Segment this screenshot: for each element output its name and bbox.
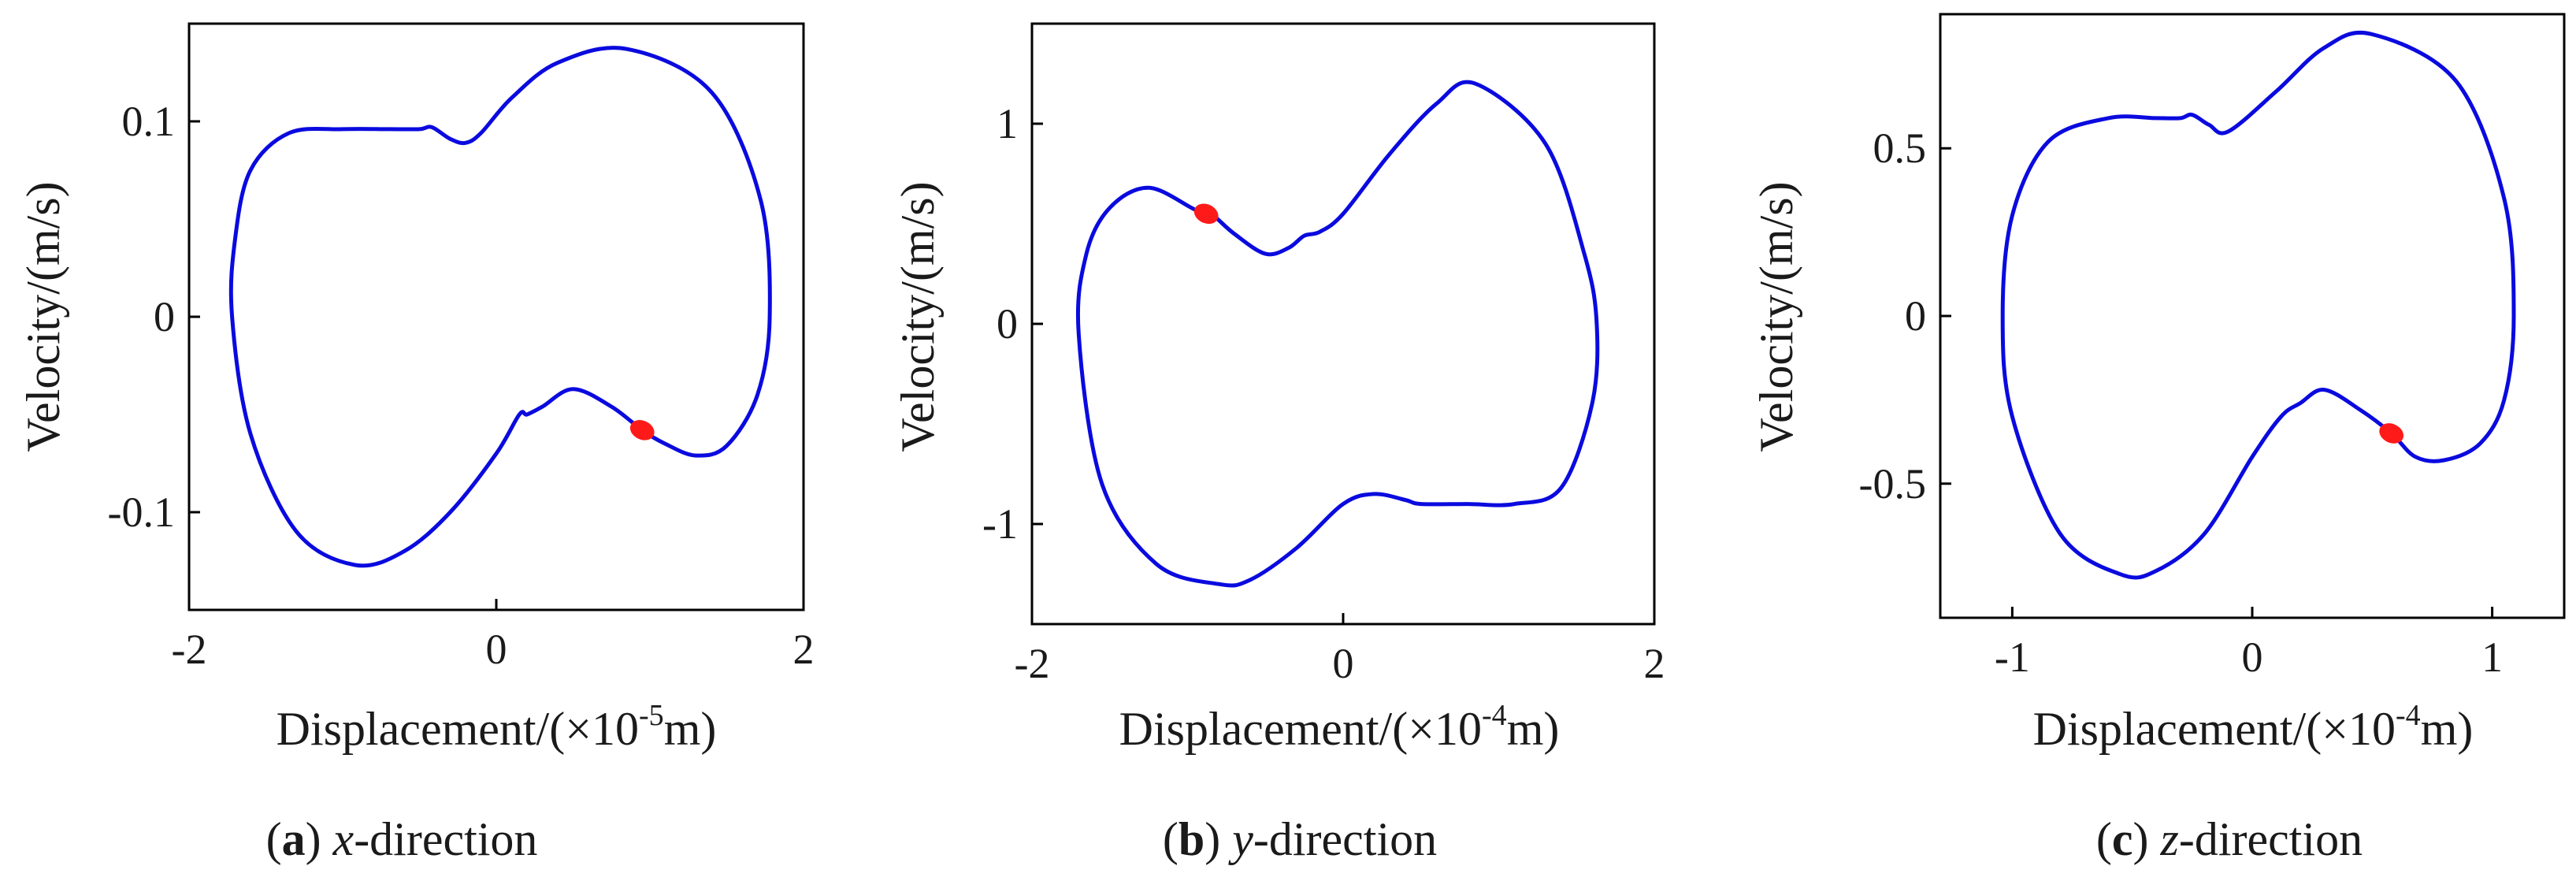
y-axis-label: Velocity/(m/s) <box>892 181 944 452</box>
trajectory-curve <box>1075 80 1600 588</box>
x-tick-label: -1 <box>1995 634 2030 681</box>
panel-x-direction: -2 0 2 -0.1 0 0.1 Displacement/(×10-5m) Velo… <box>17 22 815 865</box>
x-tick-label: 2 <box>1644 640 1665 687</box>
y-tick-label: 0 <box>1905 292 1926 340</box>
x-axis-label: Displacement/(×10-5m) <box>277 699 717 755</box>
y-tick-label: 1 <box>997 100 1018 147</box>
x-tick-label: 1 <box>2481 634 2503 681</box>
trajectory-curve <box>2000 30 2516 580</box>
y-tick-label: 0 <box>997 300 1018 348</box>
panel-caption: (a) x-direction <box>266 813 538 865</box>
plot-frame <box>1030 22 1656 626</box>
x-tick-label: 2 <box>793 626 815 673</box>
y-axis-label: Velocity/(m/s) <box>17 181 69 452</box>
y-tick-label: 0 <box>154 293 175 340</box>
panel-z-direction: -1 0 1 -0.5 0 0.5 Displacement/(×10-4m) Velo… <box>1750 13 2566 865</box>
x-tick-label: 0 <box>2242 634 2263 681</box>
x-tick-label: -2 <box>172 626 207 673</box>
x-tick-label: 0 <box>486 626 507 673</box>
y-tick-label: 0.5 <box>1873 125 1927 172</box>
panel-caption: (b) y-direction <box>1163 813 1437 865</box>
state-marker <box>2379 423 2404 444</box>
y-tick-label: -0.5 <box>1859 460 1926 507</box>
x-axis-label: Displacement/(×10-4m) <box>2033 699 2474 755</box>
state-marker <box>1193 203 1219 225</box>
panel-caption: (c) z-direction <box>2096 813 2363 865</box>
x-tick-label: -2 <box>1015 640 1050 687</box>
y-axis-label: Velocity/(m/s) <box>1750 181 1802 452</box>
x-tick-label: 0 <box>1333 640 1354 687</box>
panel-y-direction: -2 0 2 -1 0 1 Displacement/(×10-4m) Velocity… <box>892 22 1665 865</box>
trajectory-curve <box>228 46 772 568</box>
plot-frame <box>187 22 805 611</box>
y-tick-label: -1 <box>982 500 1018 548</box>
x-axis-label: Displacement/(×10-4m) <box>1119 699 1560 755</box>
state-marker <box>629 420 655 440</box>
y-tick-label: -0.1 <box>108 489 175 536</box>
y-tick-label: 0.1 <box>122 98 176 145</box>
